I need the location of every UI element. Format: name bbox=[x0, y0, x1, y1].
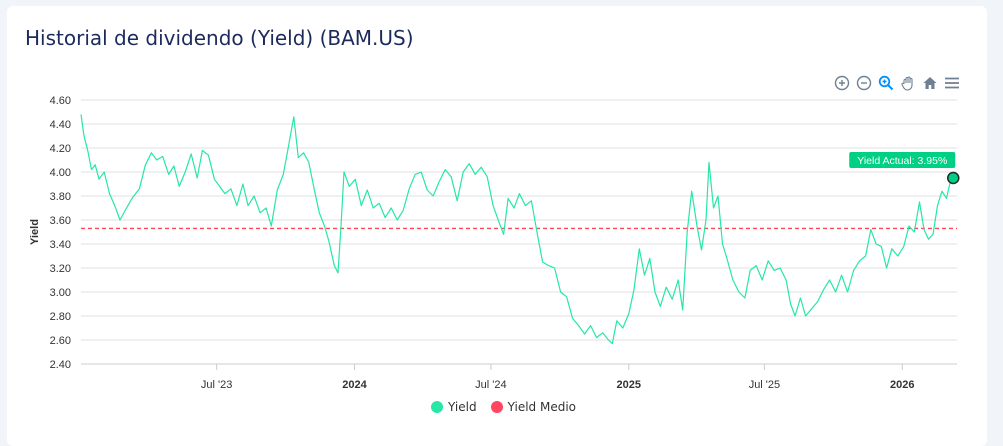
home-reset-icon[interactable] bbox=[921, 74, 939, 92]
yield-series-line bbox=[80, 114, 954, 345]
x-tick-label: Jul '25 bbox=[749, 379, 780, 391]
zoom-out-icon[interactable] bbox=[855, 74, 873, 92]
legend-marker-yield bbox=[431, 401, 443, 413]
y-tick-label: 3.80 bbox=[50, 191, 71, 203]
legend-label-yield: Yield bbox=[448, 400, 477, 414]
y-tick-label: 4.60 bbox=[50, 95, 71, 107]
y-tick-label: 4.00 bbox=[50, 167, 71, 179]
y-tick-label: 2.40 bbox=[50, 359, 71, 371]
chart-card: Historial de dividendo (Yield) (BAM.US) … bbox=[7, 6, 987, 446]
x-tick-label: 2024 bbox=[342, 379, 367, 391]
x-tick-label: Jul '24 bbox=[475, 379, 506, 391]
legend-item-yield[interactable]: Yield bbox=[431, 400, 477, 414]
x-tick-label: Jul '23 bbox=[201, 379, 232, 391]
chart-title: Historial de dividendo (Yield) (BAM.US) bbox=[25, 26, 414, 50]
legend-marker-average bbox=[490, 401, 503, 413]
y-tick-label: 2.60 bbox=[50, 335, 71, 347]
chart-legend: Yield Yield Medio bbox=[431, 400, 576, 414]
y-tick-label: 3.20 bbox=[50, 263, 71, 275]
y-tick-label: 3.00 bbox=[50, 287, 71, 299]
y-axis-title: Yield bbox=[29, 219, 41, 245]
y-tick-label: 4.20 bbox=[50, 143, 71, 155]
y-tick-label: 2.80 bbox=[50, 311, 71, 323]
zoom-select-icon[interactable] bbox=[877, 74, 895, 92]
chart-toolbar bbox=[833, 74, 961, 92]
legend-label-average: Yield Medio bbox=[507, 400, 576, 414]
legend-item-average[interactable]: Yield Medio bbox=[490, 400, 576, 414]
menu-icon[interactable] bbox=[943, 74, 961, 92]
x-tick-label: 2025 bbox=[617, 379, 641, 391]
y-tick-label: 3.60 bbox=[50, 215, 71, 227]
zoom-in-icon[interactable] bbox=[833, 74, 851, 92]
current-yield-badge bbox=[849, 152, 956, 168]
current-yield-marker bbox=[947, 171, 960, 185]
y-tick-label: 3.40 bbox=[50, 239, 71, 251]
x-tick-label: 2026 bbox=[890, 379, 914, 391]
current-yield-label: Yield Actual: 3.95% bbox=[857, 155, 947, 167]
pan-hand-icon[interactable] bbox=[899, 74, 917, 92]
y-tick-label: 4.40 bbox=[50, 119, 71, 131]
